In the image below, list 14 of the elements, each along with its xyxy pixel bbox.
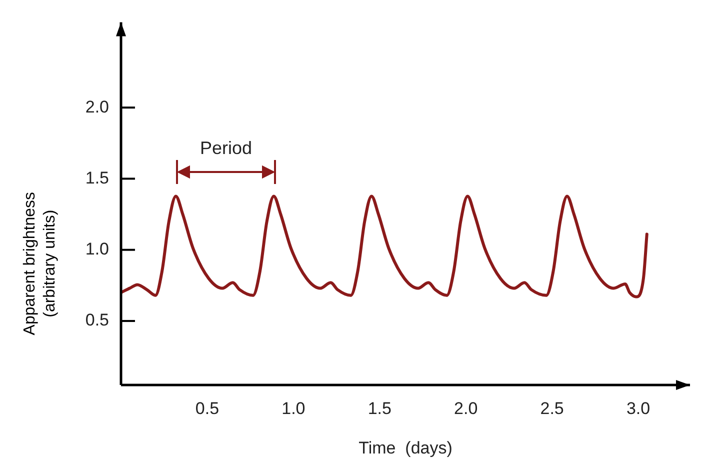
x-tick-label: 2.5	[540, 398, 564, 418]
x-tick-label: 3.0	[626, 398, 650, 418]
y-tick-label: 2.0	[85, 97, 109, 116]
x-tick-label: 2.0	[454, 398, 478, 418]
x-axis-title: Time (days)	[358, 438, 452, 458]
line-series	[121, 194, 648, 298]
y-tick-label: 1.5	[85, 168, 109, 188]
y-tick-label: 0.5	[85, 310, 109, 330]
x-tick-label: 1.0	[282, 398, 306, 418]
y-tick-label: 1.0	[85, 240, 109, 259]
y-axis-title: Apparent brightness (arbitrary units)	[21, 192, 58, 336]
x-tick-label: 1.5	[368, 398, 392, 418]
annotation: Period	[200, 138, 252, 158]
x-tick-label: 0.5	[195, 398, 220, 418]
